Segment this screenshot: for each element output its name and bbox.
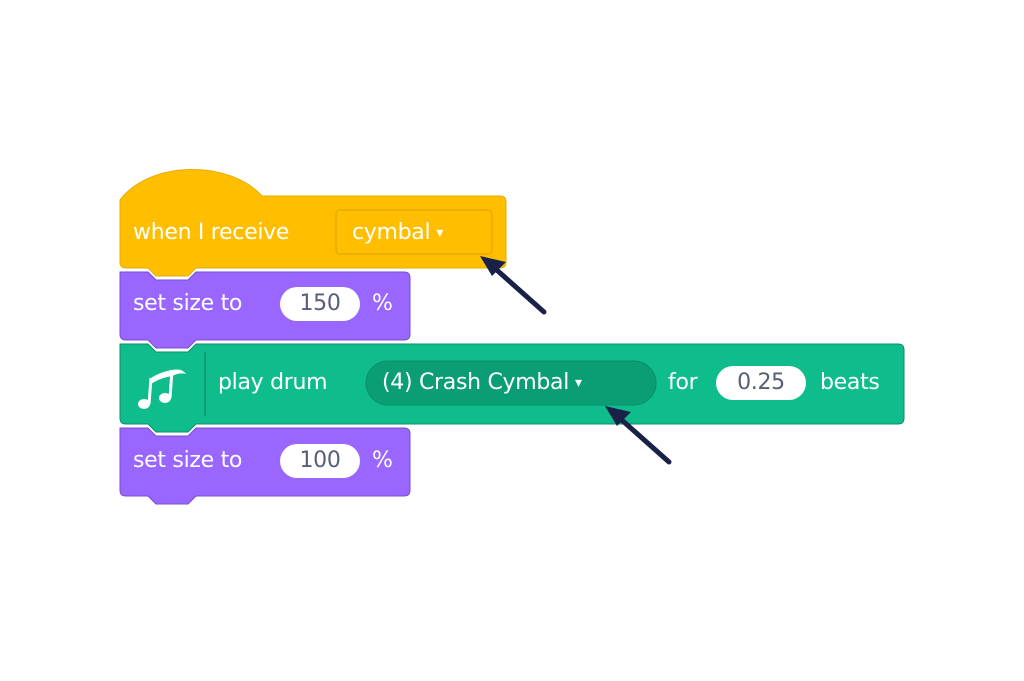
set-size-label-1: set size to (133, 291, 243, 316)
drum-dropdown-value[interactable]: (4) Crash Cymbal ▾ (382, 368, 582, 398)
pointer-arrow-2 (605, 406, 672, 465)
music-notes-icon (138, 369, 186, 409)
dropdown-caret-icon: ▾ (575, 375, 582, 391)
message-value: cymbal (352, 220, 431, 245)
for-label: for (668, 370, 698, 395)
drum-dropdown[interactable] (365, 360, 657, 406)
message-dropdown[interactable] (335, 209, 493, 255)
pointer-arrow-1 (480, 256, 547, 315)
play-drum-label: play drum (218, 370, 328, 395)
size-unit-1: % (372, 291, 393, 316)
size-unit-2: % (372, 448, 393, 473)
dropdown-caret-icon: ▾ (436, 225, 444, 241)
beats-input[interactable]: 0.25 (716, 366, 806, 400)
when-i-receive-label: when I receive (133, 220, 290, 245)
size-input-1[interactable]: 150 (280, 287, 360, 321)
beats-label: beats (820, 370, 880, 395)
message-dropdown-value[interactable]: cymbal ▾ (352, 218, 443, 248)
set-size-label-2: set size to (133, 448, 243, 473)
drum-value: (4) Crash Cymbal (382, 370, 570, 395)
size-input-2[interactable]: 100 (280, 444, 360, 478)
